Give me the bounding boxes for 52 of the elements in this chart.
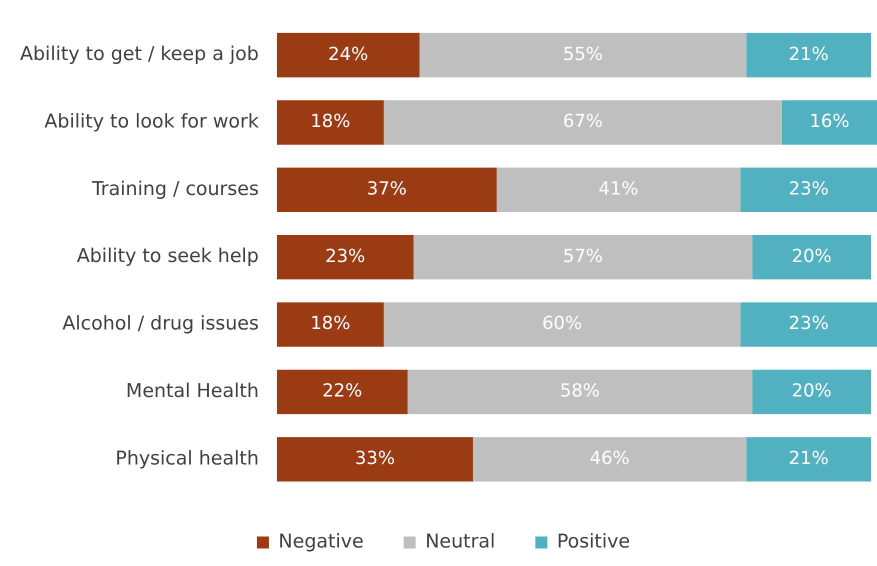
data-label: 23% [788,313,829,334]
bar [752,234,872,280]
bar [419,32,746,78]
bar [472,437,746,482]
data-label: 22% [322,380,362,402]
data-label: 18% [310,313,350,334]
bar [752,370,872,414]
y-tick-label: Training / courses [91,178,259,200]
bar [746,437,872,482]
data-label: 20% [792,380,832,402]
legend-label: Neutral [425,530,496,552]
data-label: 21% [788,44,829,65]
data-label: 23% [788,178,829,200]
data-label: 18% [310,111,350,132]
y-tick-label: Ability to get / keep a job [20,43,259,66]
data-label: 60% [542,313,582,334]
data-label: 16% [809,111,850,132]
data-label: 20% [792,246,832,267]
data-label: 67% [562,111,603,132]
data-label: 23% [325,246,366,267]
y-tick-label: Physical health [115,447,259,470]
data-label: 21% [788,448,829,469]
bar [276,370,408,414]
bar [782,100,877,145]
data-label: 46% [590,448,630,469]
y-tick-label: Ability to look for work [44,110,259,132]
bar [276,302,384,347]
bar [384,302,740,347]
bar [276,437,473,482]
bar [496,168,740,212]
bar [276,32,420,78]
bar [740,302,877,347]
bar [746,32,872,78]
data-label: 57% [562,246,603,267]
bar [276,100,384,145]
y-tick-label: Alcohol / drug issues [62,312,259,335]
bar [276,168,497,212]
y-tick-label: Mental Health [126,380,259,402]
bar [276,234,414,280]
data-label: 55% [562,44,603,65]
y-tick-label: Ability to seek help [76,245,259,268]
data-label: 37% [366,178,407,200]
bar [408,370,752,414]
data-label: 41% [598,178,639,200]
data-label: 24% [328,44,368,65]
legend-label: Positive [556,530,630,552]
data-label: 58% [560,380,600,402]
data-label: 33% [354,448,395,469]
bar [414,234,752,280]
bar [384,100,782,145]
legend-label: Negative [278,530,364,552]
bar [740,168,877,212]
